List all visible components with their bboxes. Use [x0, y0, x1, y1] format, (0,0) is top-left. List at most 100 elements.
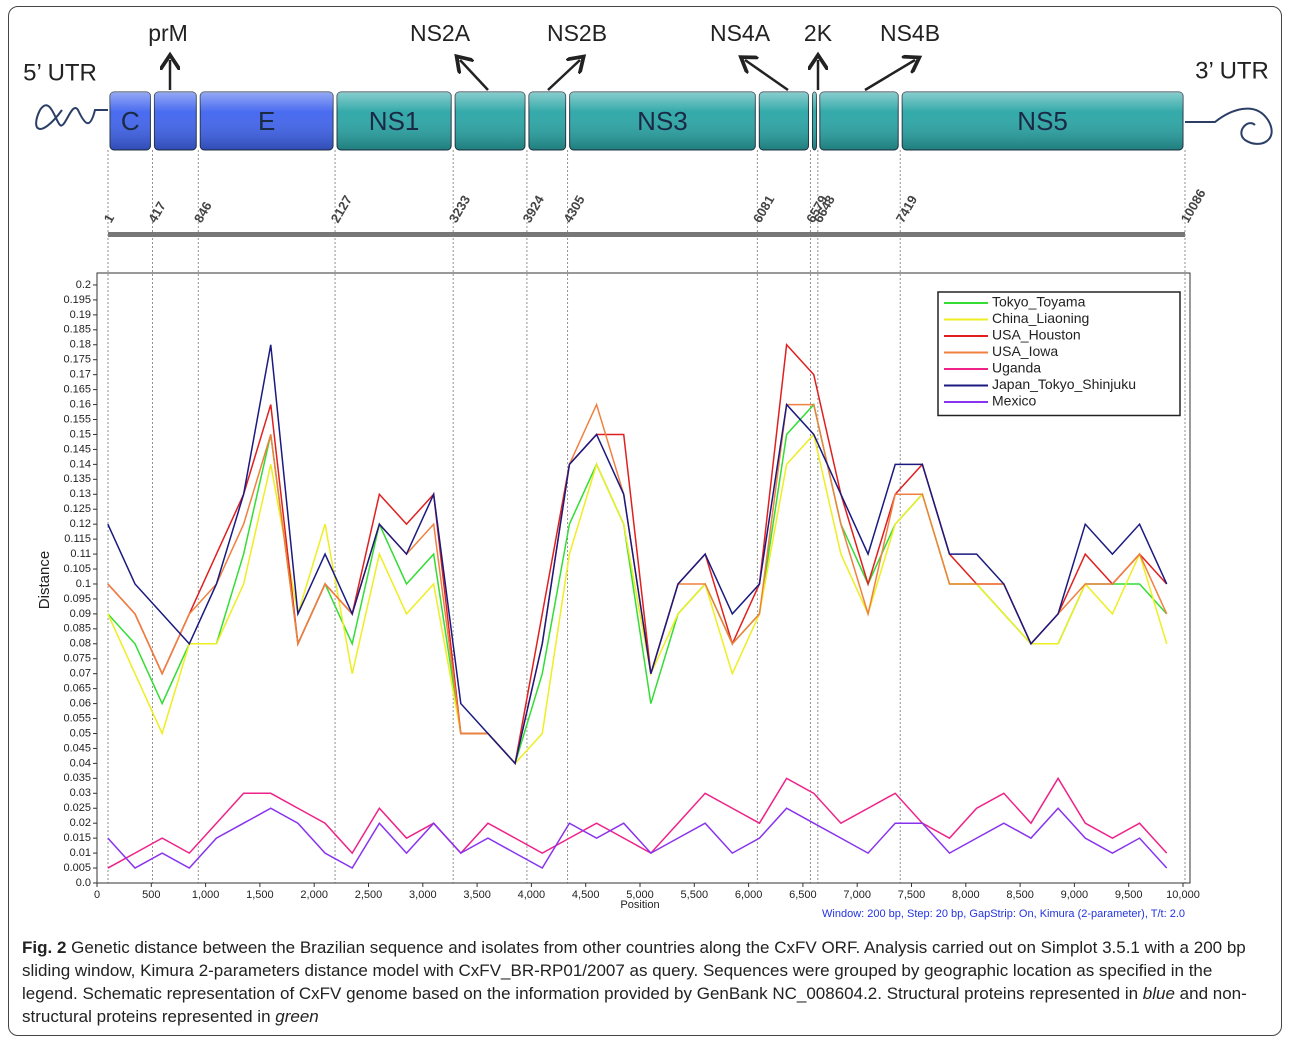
- legend-label: Tokyo_Toyama: [992, 294, 1086, 310]
- x-tick-label: 2,000: [300, 889, 328, 901]
- position-label: 7419: [893, 193, 920, 226]
- y-tick-label: 0.115: [64, 533, 91, 545]
- y-tick-label: 0.16: [70, 398, 91, 410]
- position-label: 6081: [750, 193, 777, 226]
- x-tick-label: 7,000: [843, 889, 871, 901]
- legend-label: USA_Iowa: [992, 343, 1058, 359]
- figure: 5’ UTR 3’ UTR Distance Position Window: …: [23, 20, 1273, 920]
- y-tick-label: 0.065: [63, 683, 91, 695]
- legend-label: Japan_Tokyo_Shinjuku: [992, 376, 1136, 392]
- x-tick-label: 7,500: [898, 889, 926, 901]
- y-tick-label: 0.035: [63, 772, 91, 784]
- segment-shade: [154, 92, 197, 150]
- utr3-shape: [1185, 107, 1273, 145]
- y-tick-label: 0.135: [63, 473, 91, 485]
- caption-emph: blue: [1142, 984, 1175, 1003]
- x-tick-label: 9,000: [1061, 889, 1089, 901]
- position-label: 3233: [446, 193, 473, 226]
- segment-shade: [200, 92, 334, 150]
- y-tick-label: 0.09: [70, 608, 91, 620]
- y-tick-label: 0.015: [63, 832, 91, 844]
- segment-label: 2K: [804, 20, 833, 46]
- y-tick-label: 0.0: [76, 877, 91, 889]
- position-label: 1: [101, 211, 118, 225]
- segment-shade: [819, 92, 899, 150]
- x-tick-label: 4,500: [572, 889, 600, 901]
- legend-label: USA_Houston: [992, 327, 1081, 343]
- y-tick-label: 0.085: [63, 623, 91, 635]
- y-tick-label: 0.055: [63, 712, 91, 724]
- position-label: 846: [191, 199, 215, 225]
- position-label: 10086: [1178, 186, 1209, 225]
- y-tick-label: 0.02: [70, 817, 91, 829]
- utr3-label: 3’ UTR: [1195, 57, 1269, 84]
- y-tick-label: 0.08: [70, 638, 91, 650]
- y-tick-label: 0.12: [70, 518, 91, 530]
- y-tick-label: 0.07: [70, 668, 91, 680]
- legend-label: China_Liaoning: [992, 310, 1089, 326]
- segment-arrow: [745, 60, 789, 92]
- segment-label: prM: [148, 20, 188, 46]
- utr5-label: 5’ UTR: [23, 59, 97, 86]
- y-tick-label: 0.2: [76, 279, 91, 291]
- caption-label: Fig. 2: [22, 938, 67, 957]
- x-tick-label: 8,000: [952, 889, 980, 901]
- position-label: 2127: [328, 193, 355, 226]
- x-tick-label: 9,500: [1115, 889, 1143, 901]
- y-tick-label: 0.01: [70, 847, 91, 859]
- y-tick-label: 0.04: [70, 757, 91, 769]
- x-tick-label: 4,000: [518, 889, 546, 901]
- segment-shade: [812, 92, 817, 150]
- segment-shade: [528, 92, 566, 150]
- y-tick-label: 0.105: [63, 563, 91, 575]
- segment-label: NS5: [1017, 106, 1068, 136]
- y-tick-label: 0.025: [63, 802, 91, 814]
- y-tick-label: 0.195: [63, 294, 91, 306]
- y-tick-label: 0.06: [70, 697, 91, 709]
- series-line: [107, 344, 1168, 765]
- segment-shade: [759, 92, 809, 150]
- y-tick-label: 0.14: [70, 458, 91, 470]
- segment-label: NS2A: [410, 20, 471, 46]
- y-tick-label: 0.19: [70, 309, 91, 321]
- segment-shade: [110, 92, 151, 150]
- y-tick-label: 0.005: [63, 862, 91, 874]
- position-label: 417: [145, 199, 169, 225]
- x-tick-label: 3,500: [463, 889, 491, 901]
- x-axis-label: Position: [620, 899, 659, 911]
- y-tick-label: 0.075: [63, 653, 91, 665]
- y-tick-label: 0.185: [63, 324, 91, 336]
- y-tick-label: 0.165: [63, 384, 91, 396]
- x-tick-label: 2,500: [355, 889, 383, 901]
- segment-label: NS3: [637, 106, 688, 136]
- position-label: 3924: [520, 192, 548, 225]
- utr5-shape: [35, 104, 108, 130]
- y-tick-label: 0.1: [76, 578, 91, 590]
- y-axis-label: Distance: [36, 551, 53, 609]
- x-tick-label: 8,500: [1006, 889, 1034, 901]
- x-tick-label: 0: [94, 889, 100, 901]
- y-tick-label: 0.18: [70, 339, 91, 351]
- series-line: [107, 807, 1168, 870]
- x-tick-label: 500: [142, 889, 160, 901]
- segment-shade: [455, 92, 525, 150]
- x-tick-label: 1,000: [192, 889, 220, 901]
- y-tick-label: 0.03: [70, 787, 91, 799]
- segment-label: NS1: [369, 106, 420, 136]
- x-tick-label: 6,000: [735, 889, 763, 901]
- y-tick-label: 0.11: [70, 548, 91, 560]
- genome-bar: [108, 232, 1185, 237]
- y-tick-label: 0.17: [70, 369, 91, 381]
- plot-frame: [96, 272, 1191, 884]
- legend-box: [937, 291, 1181, 417]
- segment-label: E: [258, 106, 275, 136]
- segment-arrow: [460, 60, 489, 91]
- segment-label: NS2B: [547, 20, 607, 46]
- segment-label: NS4A: [710, 20, 771, 46]
- analysis-note: Window: 200 bp, Step: 20 bp, GapStrip: O…: [822, 908, 1185, 920]
- caption-text: Genetic distance between the Brazilian s…: [22, 938, 1246, 1003]
- x-tick-label: 10,000: [1166, 889, 1200, 901]
- x-tick-label: 5,000: [626, 889, 654, 901]
- series-line: [107, 432, 1168, 765]
